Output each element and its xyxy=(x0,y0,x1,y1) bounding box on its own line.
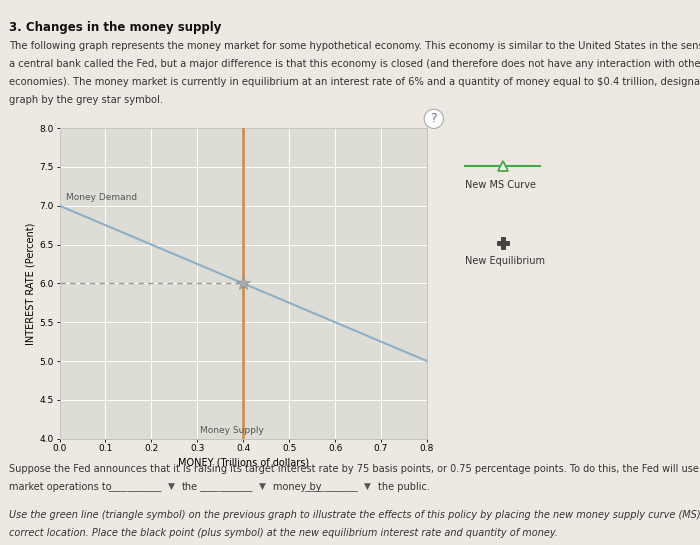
Text: New Equilibrium: New Equilibrium xyxy=(465,256,545,267)
Text: New MS Curve: New MS Curve xyxy=(465,180,536,190)
Text: market operations to: market operations to xyxy=(9,482,112,492)
Text: Suppose the Fed announces that it is raising its target interest rate by 75 basi: Suppose the Fed announces that it is rai… xyxy=(9,464,700,474)
Text: the: the xyxy=(182,482,198,492)
Text: Money Supply: Money Supply xyxy=(199,426,263,434)
Text: The following graph represents the money market for some hypothetical economy. T: The following graph represents the money… xyxy=(9,41,700,51)
Text: money by: money by xyxy=(273,482,321,492)
Text: ▼: ▼ xyxy=(168,482,175,492)
Text: 3. Changes in the money supply: 3. Changes in the money supply xyxy=(9,21,221,34)
Text: Use the green line (triangle symbol) on the previous graph to illustrate the eff: Use the green line (triangle symbol) on … xyxy=(9,510,700,519)
Y-axis label: INTEREST RATE (Percent): INTEREST RATE (Percent) xyxy=(25,222,36,344)
Text: correct location. Place the black point (plus symbol) at the new equilibrium int: correct location. Place the black point … xyxy=(9,528,558,537)
Text: ?: ? xyxy=(430,112,437,125)
Text: ___________: ___________ xyxy=(108,482,162,492)
Text: ▼: ▼ xyxy=(364,482,371,492)
Text: economies). The money market is currently in equilibrium at an interest rate of : economies). The money market is currentl… xyxy=(9,77,700,87)
Text: ___________: ___________ xyxy=(199,482,253,492)
X-axis label: MONEY (Trillions of dollars): MONEY (Trillions of dollars) xyxy=(178,457,309,468)
Text: ___________: ___________ xyxy=(304,482,358,492)
Text: a central bank called the Fed, but a major difference is that this economy is cl: a central bank called the Fed, but a maj… xyxy=(9,59,700,69)
Text: graph by the grey star symbol.: graph by the grey star symbol. xyxy=(9,95,163,105)
Text: Money Demand: Money Demand xyxy=(66,192,137,202)
Text: ▼: ▼ xyxy=(259,482,266,492)
Text: the public.: the public. xyxy=(378,482,430,492)
